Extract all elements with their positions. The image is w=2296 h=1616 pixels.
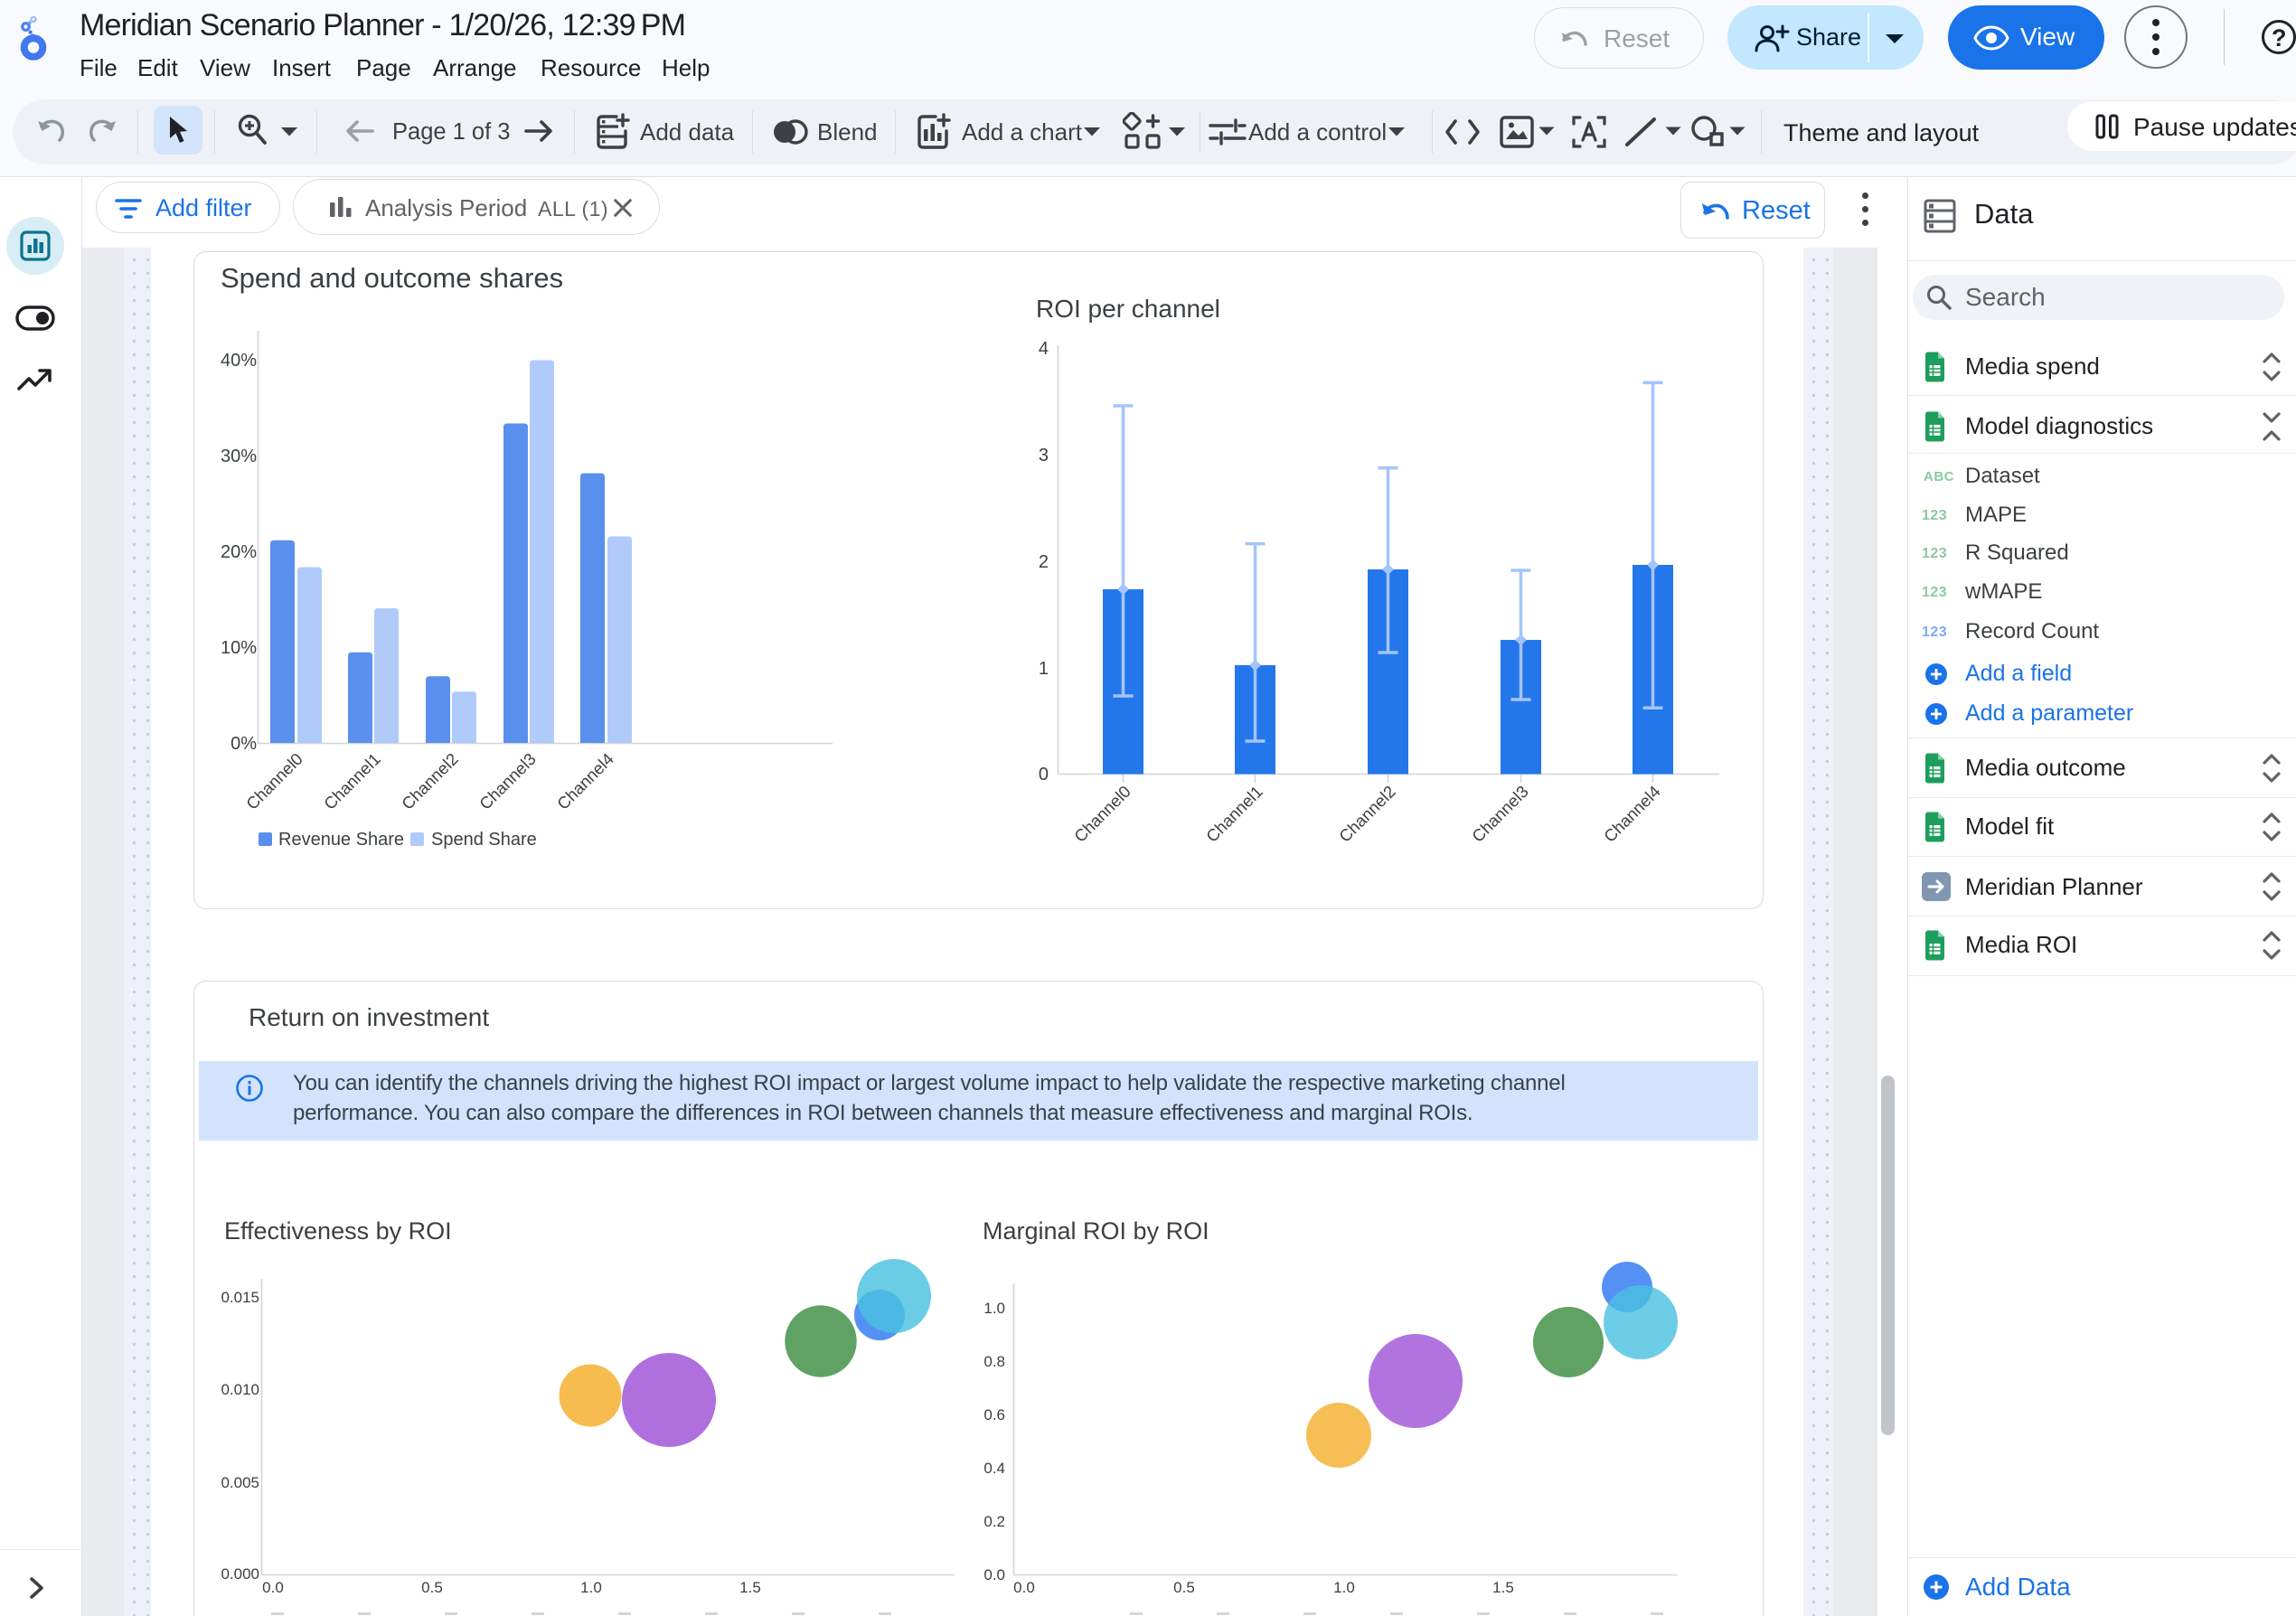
svg-text:ROI per channel: ROI per channel — [1036, 295, 1220, 323]
svg-text:20%: 20% — [221, 542, 257, 562]
svg-text:30%: 30% — [221, 446, 257, 466]
svg-text:0.5: 0.5 — [421, 1579, 443, 1596]
svg-text:0.2: 0.2 — [983, 1513, 1005, 1530]
svg-text:4: 4 — [1039, 339, 1049, 359]
svg-text:1.0: 1.0 — [1333, 1579, 1355, 1596]
svg-text:0.0: 0.0 — [983, 1566, 1005, 1583]
svg-text:0: 0 — [1039, 765, 1049, 785]
svg-text:Channel0: Channel0 — [1070, 782, 1134, 846]
svg-text:1.5: 1.5 — [1492, 1579, 1514, 1596]
svg-text:0.005: 0.005 — [221, 1474, 259, 1491]
svg-text:0.015: 0.015 — [221, 1289, 259, 1306]
svg-text:0.8: 0.8 — [983, 1353, 1005, 1370]
svg-text:Channel2: Channel2 — [1335, 782, 1399, 846]
svg-text:Marginal ROI by ROI: Marginal ROI by ROI — [983, 1217, 1209, 1245]
svg-text:Channel3: Channel3 — [1468, 782, 1532, 846]
svg-text:Spend and outcome shares: Spend and outcome shares — [221, 262, 563, 294]
svg-text:1.0: 1.0 — [983, 1300, 1005, 1317]
svg-text:Channel0: Channel0 — [242, 749, 306, 813]
svg-text:0.4: 0.4 — [983, 1460, 1005, 1477]
svg-text:1.5: 1.5 — [739, 1579, 761, 1596]
svg-text:1: 1 — [1039, 659, 1049, 679]
svg-text:0.010: 0.010 — [221, 1381, 259, 1398]
svg-text:1.0: 1.0 — [580, 1579, 602, 1596]
svg-text:Channel1: Channel1 — [1202, 782, 1266, 846]
svg-text:Revenue Share: Revenue Share — [278, 830, 404, 850]
svg-text:Channel1: Channel1 — [320, 749, 384, 813]
svg-text:0.5: 0.5 — [1173, 1579, 1195, 1596]
svg-text:Channel2: Channel2 — [398, 749, 462, 813]
svg-text:0.6: 0.6 — [983, 1406, 1005, 1423]
svg-text:0%: 0% — [231, 734, 257, 754]
svg-text:Channel4: Channel4 — [553, 749, 617, 813]
svg-text:Channel4: Channel4 — [1600, 782, 1664, 846]
svg-text:Effectiveness by ROI: Effectiveness by ROI — [224, 1217, 452, 1245]
svg-text:Spend Share: Spend Share — [431, 830, 537, 850]
svg-text:10%: 10% — [221, 638, 257, 658]
svg-text:2: 2 — [1039, 552, 1049, 572]
svg-text:40%: 40% — [221, 351, 257, 371]
svg-text:0.0: 0.0 — [262, 1579, 284, 1596]
svg-text:Channel3: Channel3 — [475, 749, 540, 813]
svg-text:3: 3 — [1039, 446, 1049, 465]
svg-text:0.0: 0.0 — [1013, 1579, 1035, 1596]
svg-text:0.000: 0.000 — [221, 1565, 259, 1583]
